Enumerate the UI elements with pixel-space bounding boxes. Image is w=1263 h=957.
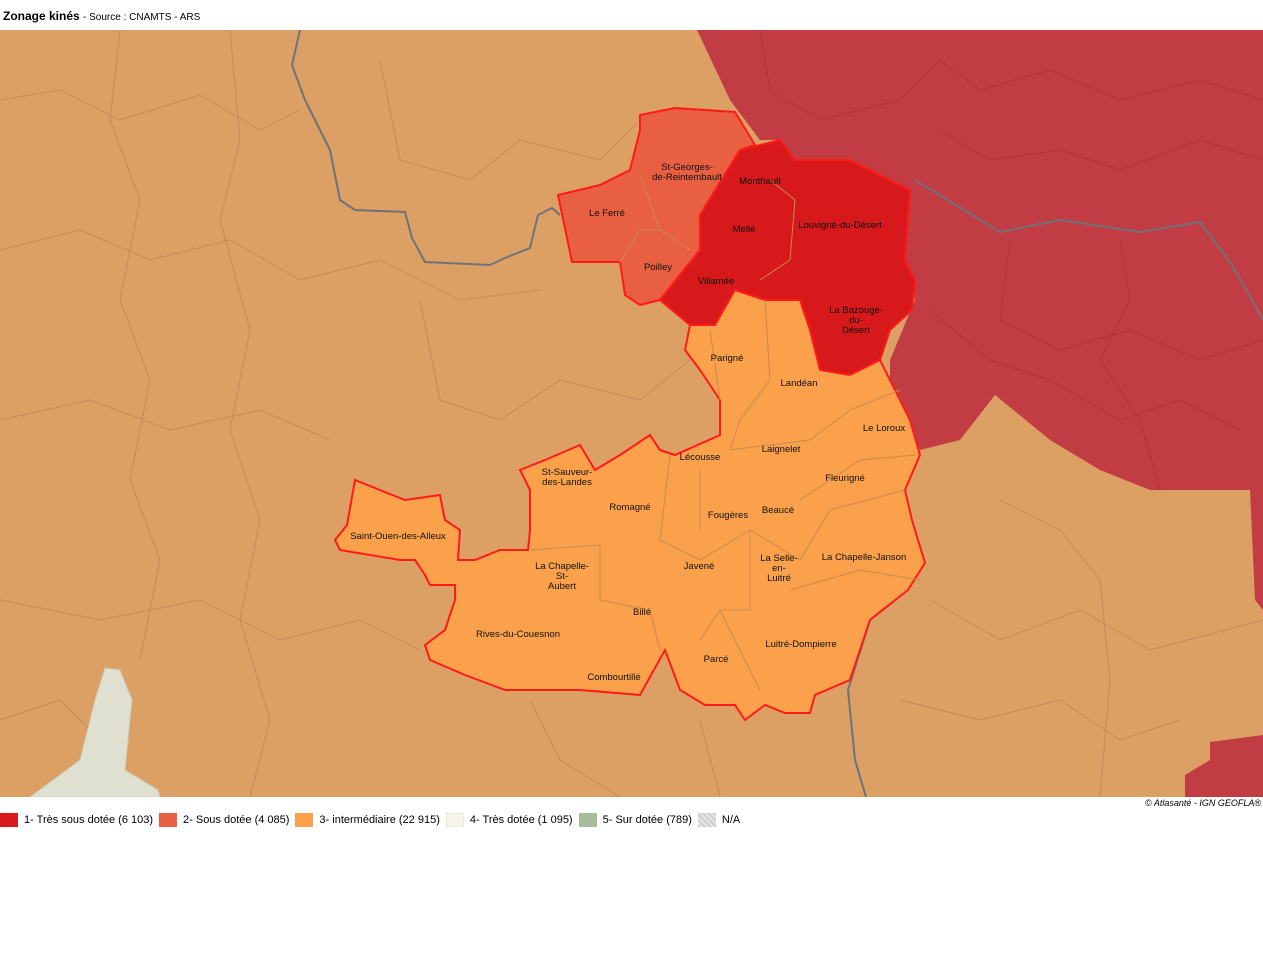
map-title: Zonage kinés	[3, 9, 80, 23]
commune-label: La Chapelle- St- Aubert	[535, 561, 589, 592]
legend-item-class1: 1- Très sous dotée (6 103)	[0, 813, 153, 827]
legend-label: N/A	[721, 814, 741, 826]
legend-swatch	[295, 813, 314, 827]
department-border-east	[914, 179, 1263, 321]
choropleth-map[interactable]: St-Georges- de-Reintembault Le Ferré Mon…	[0, 30, 1263, 797]
commune-label: La Selle- en- Luitré	[760, 553, 798, 584]
commune-label: La Chapelle-Janson	[821, 552, 907, 563]
commune-label: La Bazouge- du- Désert	[829, 305, 883, 336]
legend-swatch	[0, 813, 18, 827]
legend-item-class3: 3- intermédiaire (22 915)	[295, 813, 440, 827]
commune-label: Monthault	[739, 176, 781, 187]
commune-label: Parcé	[703, 654, 729, 665]
map-legend: 1- Très sous dotée (6 103) 2- Sous dotée…	[0, 813, 746, 827]
commune-label: Fougères	[707, 510, 749, 521]
commune-label: St-Sauveur- des-Landes	[541, 467, 593, 488]
legend-label: 3- intermédiaire (22 915)	[319, 814, 440, 826]
neighbour-region-east	[697, 30, 1263, 610]
commune-label: Villamée	[697, 276, 735, 287]
commune-label: Beaucé	[761, 505, 795, 516]
commune-label: Parigné	[710, 353, 744, 364]
legend-item-class5: 5- Sur dotée (789)	[578, 813, 692, 827]
commune-label: Luitré-Dompierre	[765, 639, 837, 650]
map-canvas[interactable]	[0, 30, 1263, 797]
zone-class2[interactable]	[556, 106, 757, 307]
map-header: Zonage kinés - Source : CNAMTS - ARS	[3, 9, 200, 23]
commune-label: Saint-Ouen-des-Alleux	[350, 531, 446, 542]
commune-label: Lécousse	[679, 452, 721, 463]
legend-swatch	[578, 813, 597, 827]
commune-borders	[0, 30, 1263, 797]
legend-swatch	[697, 813, 716, 827]
commune-label: Billé	[633, 607, 651, 618]
commune-label: Poilley	[644, 262, 672, 273]
commune-label: St-Georges- de-Reintembault	[652, 162, 722, 183]
legend-swatch	[445, 813, 464, 827]
commune-label: Mellé	[732, 224, 756, 235]
legend-label: 4- Très dotée (1 095)	[469, 814, 573, 826]
commune-label: Landéan	[780, 378, 818, 389]
map-source: - Source : CNAMTS - ARS	[83, 12, 201, 23]
neighbour-region-southeast	[1185, 735, 1263, 797]
map-credit: © Atlasanté - IGN GEOFLA®	[1145, 798, 1261, 808]
commune-label: Le Loroux	[862, 423, 906, 434]
commune-label: Laignelet	[761, 444, 801, 455]
legend-label: 5- Sur dotée (789)	[602, 814, 692, 826]
legend-item-class2: 2- Sous dotée (4 085)	[159, 813, 289, 827]
commune-label: Le Ferré	[589, 208, 625, 219]
legend-item-class4: 4- Très dotée (1 095)	[445, 813, 573, 827]
commune-label: Javené	[683, 561, 715, 572]
neighbour-commune-borders	[759, 30, 1263, 491]
legend-label: 2- Sous dotée (4 085)	[183, 814, 290, 826]
legend-label: 1- Très sous dotée (6 103)	[24, 814, 154, 826]
zone-class3[interactable]	[333, 288, 927, 722]
commune-label: Combourtillé	[587, 672, 641, 683]
commune-label: Louvigné-du-Désert	[798, 220, 882, 231]
commune-label: Romagné	[609, 502, 651, 513]
na-area	[29, 667, 161, 797]
commune-label: Fleurigné	[825, 473, 865, 484]
selected-commune-borders	[529, 174, 921, 691]
commune-label: Rives-du-Couesnon	[476, 629, 560, 640]
department-border	[290, 30, 561, 267]
legend-item-na: N/A	[697, 813, 741, 827]
legend-swatch	[159, 813, 178, 827]
